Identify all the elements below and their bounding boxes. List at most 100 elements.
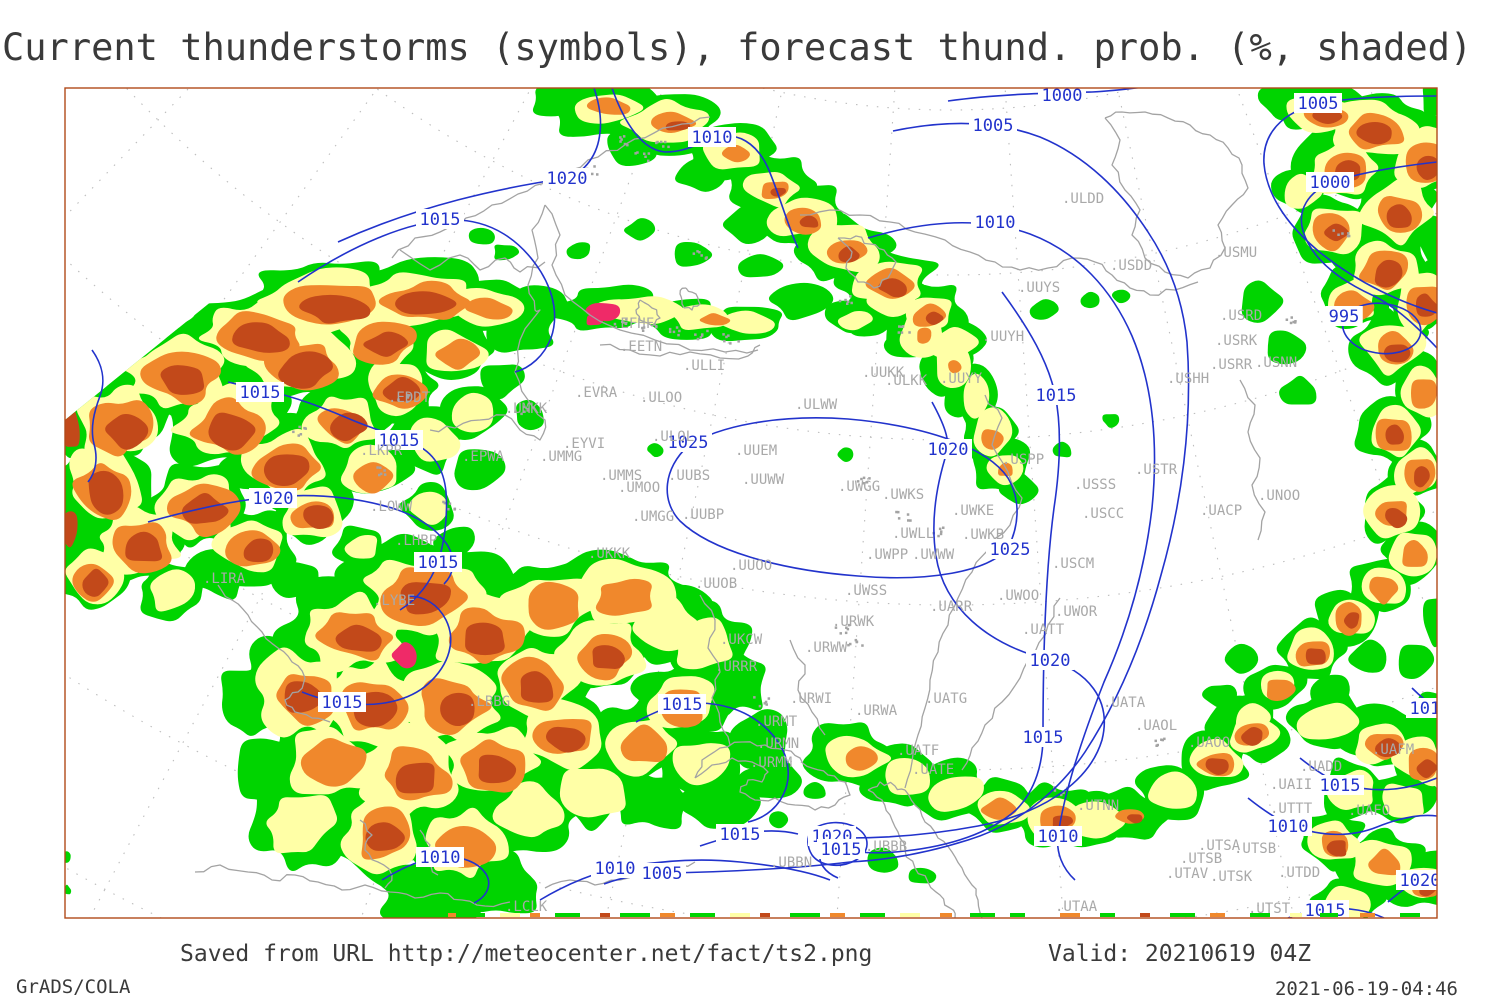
coastline (1104, 111, 1249, 279)
station-id-label: .URRR (715, 659, 758, 675)
station-id-label: .UWKS (882, 487, 924, 503)
city-clutter (378, 473, 381, 477)
city-clutter (514, 410, 517, 413)
isobar-label: 1015 (720, 825, 761, 845)
strip-segment (430, 913, 442, 917)
probability-blob-level-1 (1418, 215, 1437, 272)
strip-segment (1100, 913, 1115, 917)
city-clutter (407, 394, 411, 397)
city-clutter (644, 155, 647, 158)
probability-blob-level-1 (1348, 639, 1387, 673)
city-clutter (692, 252, 696, 255)
city-clutter (453, 507, 457, 511)
city-clutter (737, 340, 740, 343)
probability-blob-level-1 (1279, 375, 1317, 405)
city-clutter (938, 527, 942, 531)
city-clutter (636, 151, 639, 154)
city-clutter (939, 532, 943, 536)
city-clutter (662, 145, 665, 148)
probability-blob-level-3 (300, 737, 367, 787)
station-id-label: .URMN (757, 736, 799, 752)
isobar-label: 1020 (547, 169, 588, 189)
strip-segment (620, 913, 650, 917)
probability-blob-level-1 (1422, 598, 1437, 648)
city-clutter (675, 326, 679, 329)
isobar-line (1263, 95, 1437, 314)
station-id-label: .UATE (912, 762, 954, 778)
coastline (789, 639, 826, 736)
probability-blob-level-4 (592, 645, 625, 669)
valid-time-caption: Valid: 20210619 04Z (1048, 941, 1312, 967)
probability-blob-level-1 (480, 364, 525, 400)
isobar-label-box (1264, 816, 1312, 836)
probability-blob-level-1 (803, 781, 826, 799)
isobar-label: 1015 (1320, 776, 1361, 796)
station-id-label: .UAFM (1372, 742, 1414, 758)
probability-blob-level-1 (735, 752, 802, 799)
city-clutter (659, 140, 663, 144)
strip-segment (1290, 913, 1302, 917)
city-clutter (844, 631, 848, 635)
station-id-label: .UUEM (735, 443, 777, 459)
probability-blob-level-1 (1111, 289, 1131, 304)
city-clutter (656, 140, 659, 144)
station-id-label: .USCM (1052, 556, 1094, 572)
station-id-label: .UTAA (1055, 899, 1098, 915)
generation-timestamp: 2021-06-19-04:46 (1274, 978, 1458, 1000)
probability-blob-level-1 (1398, 644, 1435, 679)
city-clutter (722, 333, 725, 336)
city-clutter (376, 466, 379, 469)
city-clutter (940, 530, 943, 533)
city-clutter (442, 500, 445, 504)
probability-blob-level-4 (478, 754, 517, 784)
station-id-label: .ULDD (1062, 191, 1104, 207)
station-id-label: .UATF (897, 743, 939, 759)
probability-blob-level-2 (837, 311, 873, 331)
isobar-label-box (1325, 306, 1363, 326)
probability-blob-level-3 (1410, 379, 1437, 409)
coastline (1239, 379, 1266, 541)
isobar-label: 1015 (379, 431, 420, 451)
strip-segment (448, 913, 456, 917)
probability-blob-level-4 (232, 322, 290, 353)
isobar-label: 1015 (821, 840, 862, 860)
map-frame (64, 87, 1438, 919)
isobar-label-box (1032, 385, 1080, 405)
isobar-label-box (1294, 93, 1342, 113)
probability-blob-level-1 (1267, 330, 1307, 365)
isobar-line (539, 859, 831, 901)
city-clutter (443, 501, 447, 505)
station-id-label: .UTNN (1077, 798, 1119, 814)
probability-blob-level-1 (1052, 441, 1072, 458)
city-clutter (619, 140, 622, 143)
station-id-label: .UMMS (600, 468, 642, 484)
city-clutter (642, 326, 646, 329)
station-id-label: .UUBS (668, 468, 710, 484)
probability-blob-level-2 (559, 768, 626, 818)
probability-blob-level-1 (65, 884, 72, 895)
strip-segment (1060, 913, 1080, 917)
probability-blob-level-2 (344, 535, 378, 559)
probability-blob-level-4 (303, 505, 334, 529)
isobar-label: 1015 (420, 210, 461, 230)
station-id-label: .URWI (790, 691, 832, 707)
station-id-label: .UTTT (1270, 801, 1313, 817)
station-id-label: .UMKK (505, 401, 548, 417)
city-clutter (753, 696, 756, 699)
isobar-line (147, 494, 454, 585)
coastline (694, 741, 851, 811)
city-clutter (383, 469, 386, 472)
isobar-label: 1005 (973, 116, 1014, 136)
city-clutter (591, 172, 594, 176)
probability-blob-level-4 (278, 351, 333, 389)
probability-blob-level-3 (980, 797, 1017, 820)
coastline (599, 343, 761, 360)
isobar-label: 1005 (642, 864, 683, 884)
city-clutter (1289, 321, 1293, 325)
strip-segment (730, 913, 750, 917)
probability-blob-level-4 (243, 538, 274, 563)
city-clutter (668, 330, 672, 334)
probability-blob-level-4 (395, 291, 457, 315)
station-id-label: .UWWW (912, 547, 955, 563)
station-id-label: .LOWW (370, 499, 413, 515)
